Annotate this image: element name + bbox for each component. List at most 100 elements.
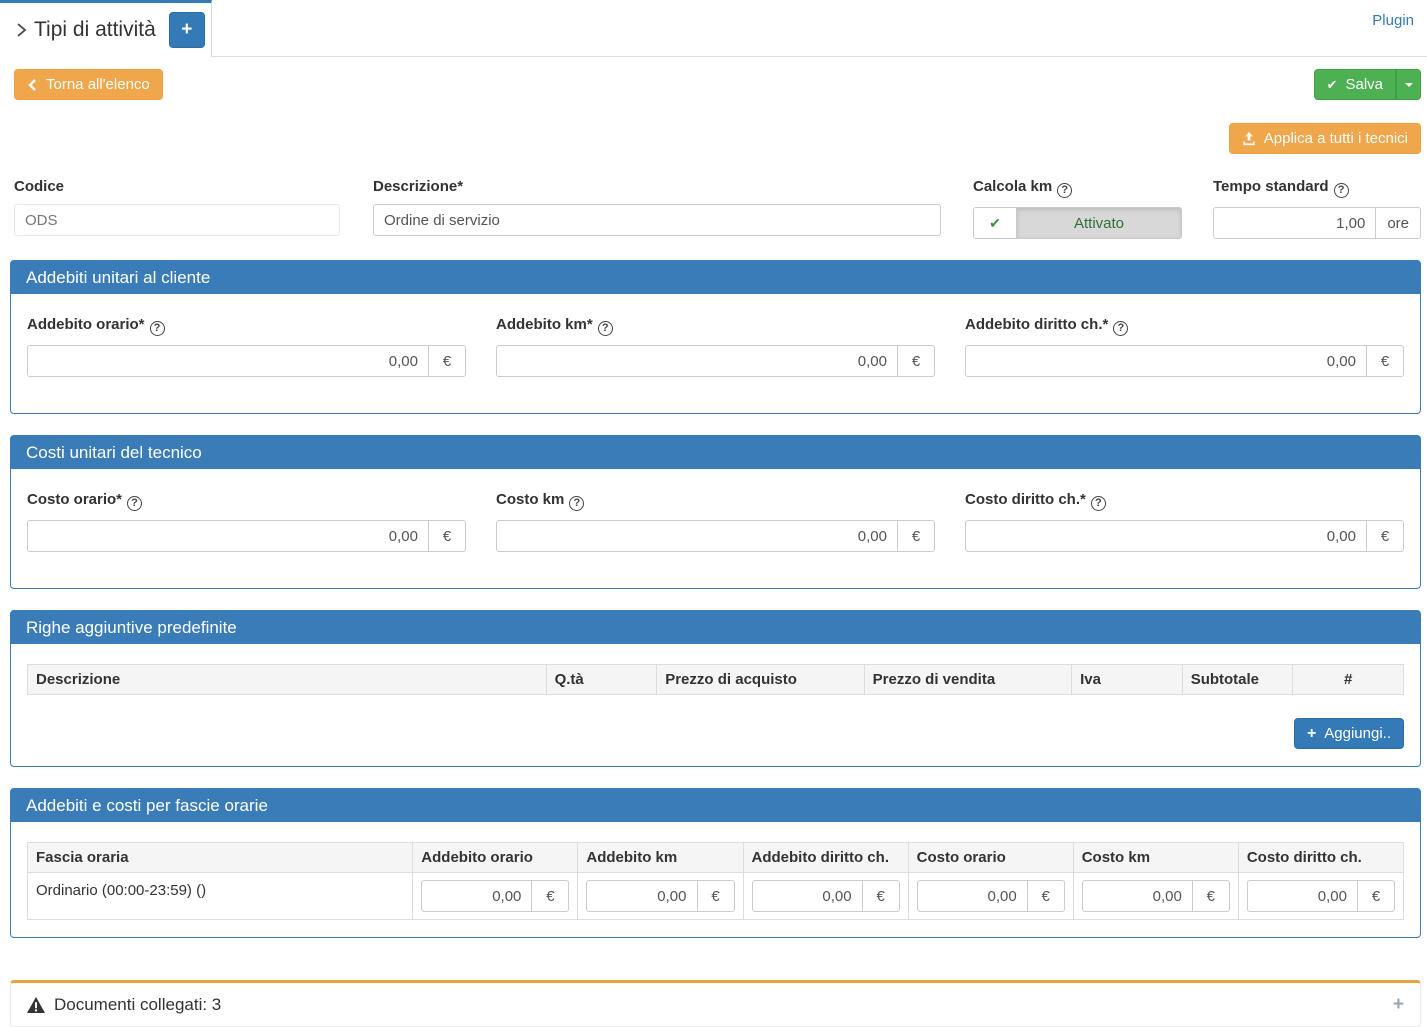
save-label: Salva bbox=[1345, 76, 1383, 93]
col-fascia-oraria: Fascia oraria bbox=[26, 842, 414, 873]
codice-input[interactable] bbox=[14, 204, 340, 236]
expand-documents-icon[interactable]: + bbox=[1392, 993, 1404, 1015]
codice-group: Codice bbox=[14, 178, 340, 239]
fascia-costo-diritto-input[interactable] bbox=[1246, 880, 1358, 912]
question-circle-icon: ? bbox=[1333, 183, 1349, 198]
costo-orario-input[interactable] bbox=[27, 520, 429, 552]
descrizione-input[interactable] bbox=[373, 204, 941, 236]
chevron-left-icon bbox=[27, 78, 38, 92]
question-circle-icon: ? bbox=[149, 321, 165, 336]
warning-icon bbox=[27, 996, 45, 1013]
addebito-diritto-input[interactable] bbox=[965, 345, 1367, 377]
panel-costi-tecnico: Costi unitari del tecnico Costo orario*?… bbox=[10, 435, 1421, 589]
costo-km-group: Costo km? € bbox=[496, 491, 935, 552]
righe-header-row: Descrizione Q.tà Prezzo di acquisto Prez… bbox=[27, 664, 1404, 695]
euro-addon: € bbox=[1192, 880, 1230, 912]
col-descrizione: Descrizione bbox=[27, 664, 547, 695]
plus-icon: + bbox=[181, 19, 193, 40]
tempo-standard-unit: ore bbox=[1376, 207, 1421, 239]
col-iva: Iva bbox=[1071, 664, 1183, 695]
euro-addon: € bbox=[532, 880, 570, 912]
euro-addon: € bbox=[862, 880, 900, 912]
col-subtotale: Subtotale bbox=[1181, 664, 1294, 695]
fascia-costo-orario-input[interactable] bbox=[916, 880, 1028, 912]
fasce-table: Fascia oraria Addebito orario Addebito k… bbox=[26, 842, 1405, 920]
euro-addon: € bbox=[898, 520, 935, 552]
addebito-km-group: Addebito km*? € bbox=[496, 316, 935, 377]
fasce-header-row: Fascia oraria Addebito orario Addebito k… bbox=[26, 842, 1405, 873]
euro-addon: € bbox=[1367, 345, 1404, 377]
plus-icon: + bbox=[1306, 724, 1317, 742]
col-addebito-orario: Addebito orario bbox=[412, 842, 579, 873]
documenti-collegati-panel[interactable]: Documenti collegati: 3 + bbox=[10, 980, 1421, 1027]
check-icon: ✔ bbox=[1326, 76, 1338, 92]
tempo-standard-input[interactable] bbox=[1213, 207, 1377, 239]
euro-addon: € bbox=[429, 520, 466, 552]
back-to-list-button[interactable]: Torna all'elenco bbox=[14, 69, 163, 100]
costo-km-label: Costo km? bbox=[496, 491, 935, 511]
add-activity-type-button[interactable]: + bbox=[168, 12, 205, 48]
fascia-addebito-orario-input[interactable] bbox=[421, 880, 533, 912]
toolbar: Torna all'elenco ✔ Salva bbox=[14, 69, 1421, 100]
euro-addon: € bbox=[1027, 880, 1065, 912]
tempo-standard-group: Tempo standard? ore bbox=[1213, 178, 1421, 239]
costo-diritto-label: Costo diritto ch.*? bbox=[965, 491, 1404, 511]
question-circle-icon: ? bbox=[1090, 496, 1106, 511]
addebito-km-label: Addebito km*? bbox=[496, 316, 935, 336]
toggle-check-icon[interactable]: ✔ bbox=[974, 208, 1017, 238]
addebito-km-input[interactable] bbox=[496, 345, 898, 377]
panel-fasce-header: Addebiti e costi per fascie orarie bbox=[11, 789, 1420, 822]
apply-to-all-technicians-button[interactable]: Applica a tutti i tecnici bbox=[1228, 123, 1421, 154]
question-circle-icon: ? bbox=[127, 496, 143, 511]
panel-righe-header: Righe aggiuntive predefinite bbox=[11, 611, 1420, 644]
caret-down-icon bbox=[1404, 82, 1413, 87]
panel-addebiti-cliente-header: Addebiti unitari al cliente bbox=[11, 261, 1420, 294]
addebito-orario-input[interactable] bbox=[27, 345, 429, 377]
toggle-state-label[interactable]: Attivato bbox=[1017, 208, 1181, 238]
fascia-addebito-km-input[interactable] bbox=[586, 880, 698, 912]
fascia-costo-km-input[interactable] bbox=[1081, 880, 1193, 912]
tab-bar: Tipi di attività + Plugin bbox=[0, 0, 1427, 57]
documenti-collegati-title: Documenti collegati: 3 bbox=[27, 995, 221, 1015]
question-circle-icon: ? bbox=[569, 496, 585, 511]
addebito-orario-group: Addebito orario*? € bbox=[27, 316, 466, 377]
chevron-right-icon bbox=[14, 21, 28, 39]
panel-costi-tecnico-header: Costi unitari del tecnico bbox=[11, 436, 1420, 469]
tab-tipi-di-attivita[interactable]: Tipi di attività + bbox=[0, 0, 212, 57]
documenti-collegati-label: Documenti collegati: 3 bbox=[54, 994, 222, 1014]
add-row-button[interactable]: + Aggiungi.. bbox=[1293, 718, 1404, 749]
save-dropdown-button[interactable] bbox=[1396, 69, 1421, 100]
panel-righe-aggiuntive: Righe aggiuntive predefinite Descrizione… bbox=[10, 610, 1421, 767]
col-costo-km: Costo km bbox=[1072, 842, 1239, 873]
apply-to-all-label: Applica a tutti i tecnici bbox=[1263, 130, 1408, 147]
col-addebito-diritto: Addebito diritto ch. bbox=[742, 842, 909, 873]
col-costo-diritto: Costo diritto ch. bbox=[1237, 842, 1405, 873]
costo-diritto-input[interactable] bbox=[965, 520, 1367, 552]
fasce-data-row: Ordinario (00:00-23:59) () € € bbox=[26, 872, 1405, 920]
col-costo-orario: Costo orario bbox=[907, 842, 1074, 873]
question-circle-icon: ? bbox=[1113, 321, 1129, 336]
col-actions: # bbox=[1292, 664, 1404, 695]
addebito-diritto-label: Addebito diritto ch.*? bbox=[965, 316, 1404, 336]
tempo-standard-label: Tempo standard? bbox=[1213, 178, 1421, 198]
costo-km-input[interactable] bbox=[496, 520, 898, 552]
costo-diritto-group: Costo diritto ch.*? € bbox=[965, 491, 1404, 552]
fascia-addebito-diritto-input[interactable] bbox=[751, 880, 863, 912]
calcola-km-toggle[interactable]: ✔ Attivato bbox=[973, 207, 1182, 239]
save-button[interactable]: ✔ Salva bbox=[1313, 69, 1396, 100]
tab-bar-spacer: Plugin bbox=[212, 0, 1427, 57]
col-prezzo-vendita: Prezzo di vendita bbox=[863, 664, 1073, 695]
costo-orario-label: Costo orario*? bbox=[27, 491, 466, 511]
codice-label: Codice bbox=[14, 178, 65, 195]
fascia-oraria-value: Ordinario (00:00-23:59) () bbox=[26, 872, 414, 920]
righe-table: Descrizione Q.tà Prezzo di acquisto Prez… bbox=[27, 664, 1404, 695]
apply-row: Applica a tutti i tecnici bbox=[0, 123, 1421, 154]
back-to-list-label: Torna all'elenco bbox=[46, 76, 150, 93]
descrizione-group: Descrizione* bbox=[373, 178, 941, 239]
question-circle-icon: ? bbox=[597, 321, 613, 336]
plugin-link[interactable]: Plugin bbox=[1372, 12, 1414, 29]
panel-addebiti-cliente: Addebiti unitari al cliente Addebito ora… bbox=[10, 260, 1421, 414]
col-prezzo-acquisto: Prezzo di acquisto bbox=[656, 664, 865, 695]
euro-addon: € bbox=[898, 345, 935, 377]
question-circle-icon: ? bbox=[1057, 183, 1073, 198]
